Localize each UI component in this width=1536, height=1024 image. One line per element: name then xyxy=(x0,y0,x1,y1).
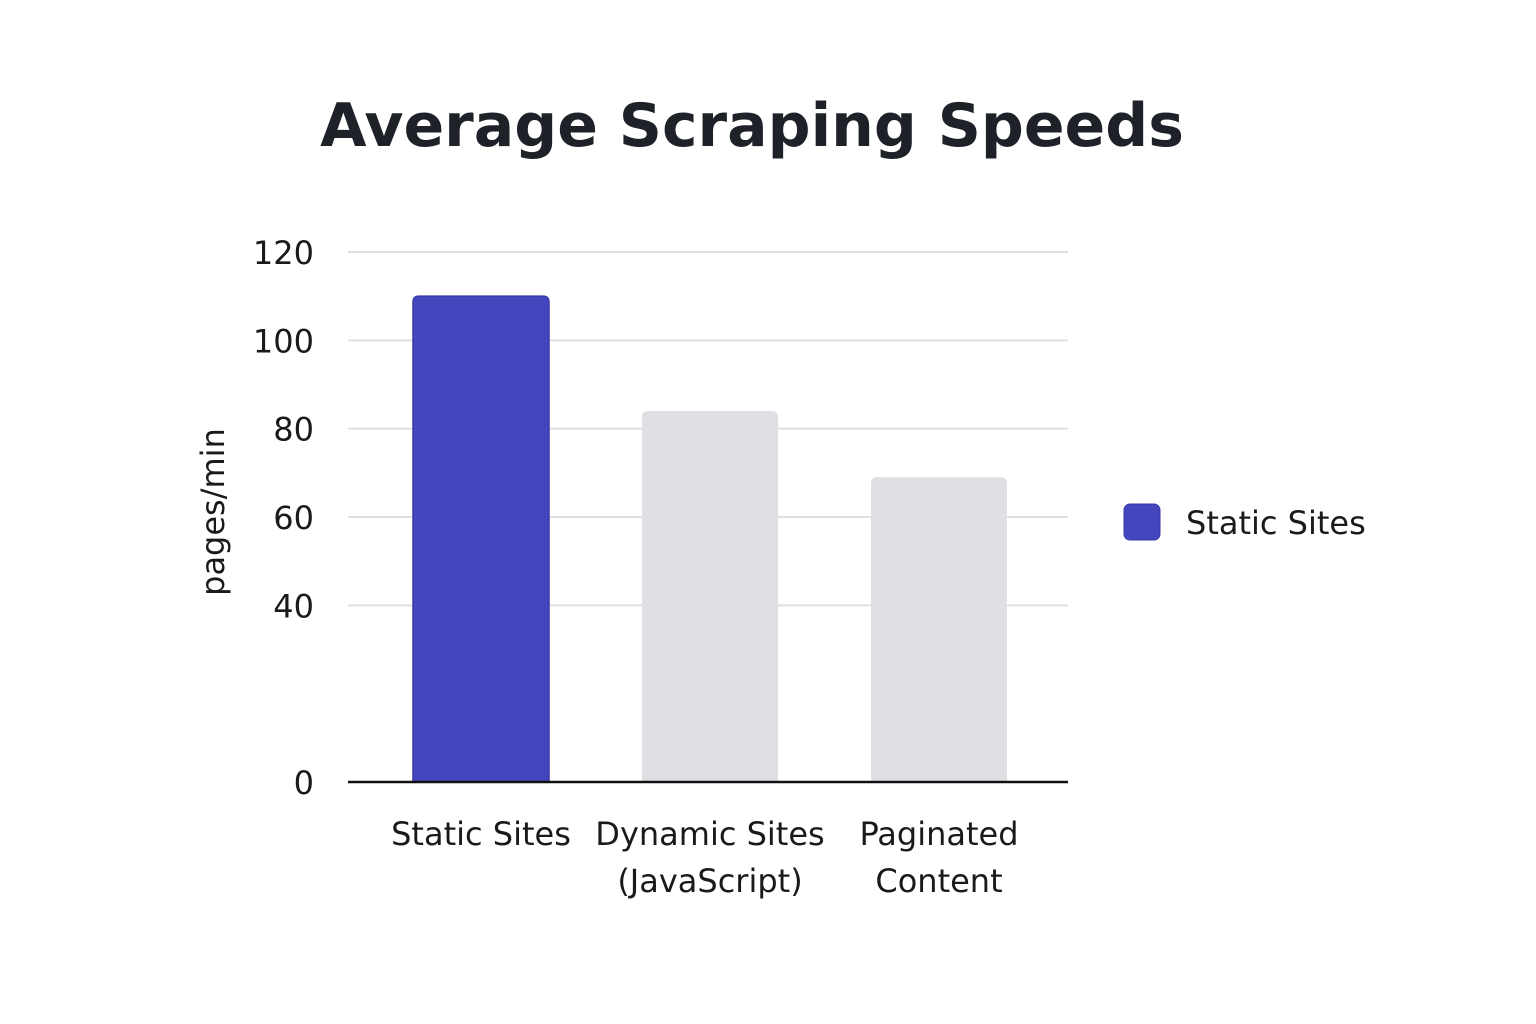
x-tick-label: Paginated xyxy=(859,815,1018,853)
bar xyxy=(642,411,778,782)
x-axis-labels: Static Sites Dynamic Sites (JavaScript) Pag… xyxy=(391,815,1018,900)
legend-swatch xyxy=(1123,503,1161,541)
y-tick-label: 40 xyxy=(273,587,314,625)
y-axis-title: pages/min xyxy=(194,428,232,596)
legend-label: Static Sites xyxy=(1186,504,1366,542)
y-tick-label: 100 xyxy=(253,322,314,360)
y-axis-ticks: 0 40 60 80 100 120 xyxy=(253,234,314,802)
chart-title: Average Scraping Speeds xyxy=(320,91,1184,161)
x-tick-label: Dynamic Sites xyxy=(595,815,824,853)
bars xyxy=(412,295,1007,783)
legend: Static Sites xyxy=(1123,503,1366,542)
y-tick-label: 120 xyxy=(253,234,314,272)
y-tick-label: 60 xyxy=(273,499,314,537)
bar xyxy=(412,295,550,783)
y-tick-label: 80 xyxy=(273,411,314,449)
x-tick-label: Static Sites xyxy=(391,815,571,853)
x-tick-label: Content xyxy=(875,862,1002,900)
y-tick-label: 0 xyxy=(294,764,314,802)
bar xyxy=(871,477,1007,782)
x-tick-label: (JavaScript) xyxy=(617,862,802,900)
